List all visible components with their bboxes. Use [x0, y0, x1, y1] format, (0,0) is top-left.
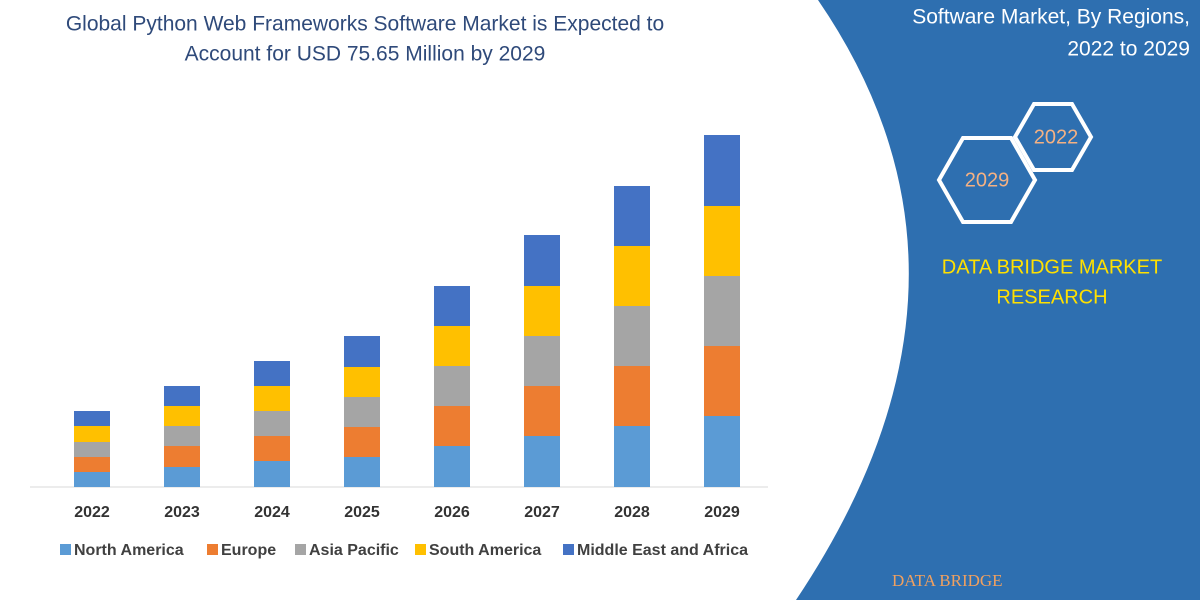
bar-segment	[434, 286, 470, 326]
legend-swatch	[295, 544, 306, 555]
bar-segment	[164, 406, 200, 426]
logo: DATA BRIDGE	[892, 571, 1003, 590]
brand: DATA BRIDGE MARKET	[942, 256, 1162, 278]
bar-segment	[254, 361, 290, 386]
bar-segment	[74, 457, 110, 472]
legend-label: Europe	[221, 542, 276, 559]
bar-segment	[434, 326, 470, 366]
legend-label: Asia Pacific	[309, 542, 399, 559]
legend-swatch	[415, 544, 426, 555]
legend-swatch	[60, 544, 71, 555]
side-title: Software Market, By Regions,	[912, 6, 1190, 29]
bar-segment	[254, 411, 290, 436]
bar-segment	[704, 346, 740, 416]
bar-segment	[614, 186, 650, 246]
legend-label: South America	[429, 542, 541, 559]
side-title: 2022 to 2029	[1067, 38, 1190, 61]
bar-segment	[74, 411, 110, 426]
x-tick-label: 2022	[74, 504, 110, 521]
bar-segment	[344, 367, 380, 397]
bar-segment	[524, 336, 560, 386]
bar-segment	[524, 386, 560, 436]
x-tick-label: 2029	[704, 504, 740, 521]
bar-segment	[524, 286, 560, 336]
bar-segment	[164, 426, 200, 446]
bar-segment	[74, 472, 110, 487]
bar-segment	[614, 426, 650, 487]
hexagon	[1012, 102, 1094, 172]
hex-label: 2022	[1034, 126, 1079, 148]
legend-label: North America	[74, 542, 184, 559]
bar-segment	[524, 436, 560, 487]
x-tick-label: 2024	[254, 504, 290, 521]
bar-segment	[254, 386, 290, 411]
bar-segment	[434, 446, 470, 487]
bar-segment	[704, 135, 740, 206]
bar-segment	[344, 457, 380, 487]
bar-segment	[704, 206, 740, 276]
bar-segment	[74, 442, 110, 457]
bar-segment	[704, 416, 740, 487]
legend-swatch	[563, 544, 574, 555]
hex-label: 2029	[965, 169, 1010, 191]
bar-segment	[164, 386, 200, 406]
x-tick-label: 2026	[434, 504, 470, 521]
bar-segment	[254, 436, 290, 461]
bar-segment	[164, 467, 200, 487]
bar-segment	[434, 406, 470, 446]
bar-segment	[74, 426, 110, 442]
bar-segment	[614, 246, 650, 306]
bar-segment	[164, 446, 200, 467]
bar-segment	[614, 306, 650, 366]
side-panel	[796, 0, 1200, 600]
bar-segment	[524, 235, 560, 286]
bar-segment	[434, 366, 470, 406]
bar-segment	[344, 397, 380, 427]
x-tick-label: 2025	[344, 504, 380, 521]
bar-segment	[344, 336, 380, 367]
bar-segment	[614, 366, 650, 426]
bar-segment	[254, 461, 290, 487]
chart-title: Global Python Web Frameworks Software Ma…	[66, 13, 664, 36]
bar-segment	[704, 276, 740, 346]
chart-title: Account for USD 75.65 Million by 2029	[185, 43, 546, 66]
legend-label: Middle East and Africa	[577, 542, 748, 559]
bar-segment	[344, 427, 380, 457]
x-tick-label: 2028	[614, 504, 650, 521]
x-tick-label: 2027	[524, 504, 560, 521]
brand: RESEARCH	[996, 286, 1107, 308]
x-tick-label: 2023	[164, 504, 200, 521]
legend-swatch	[207, 544, 218, 555]
hexagon	[936, 136, 1038, 224]
